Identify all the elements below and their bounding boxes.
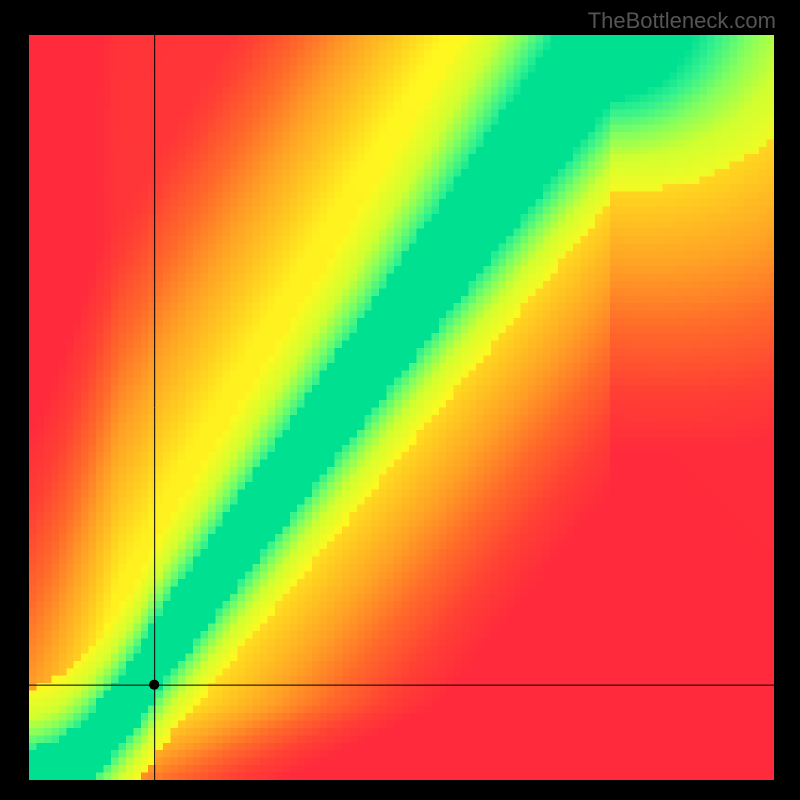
plot-area [29, 35, 774, 780]
chart-container: TheBottleneck.com [0, 0, 800, 800]
crosshair-overlay [29, 35, 774, 780]
watermark-text: TheBottleneck.com [588, 8, 776, 34]
